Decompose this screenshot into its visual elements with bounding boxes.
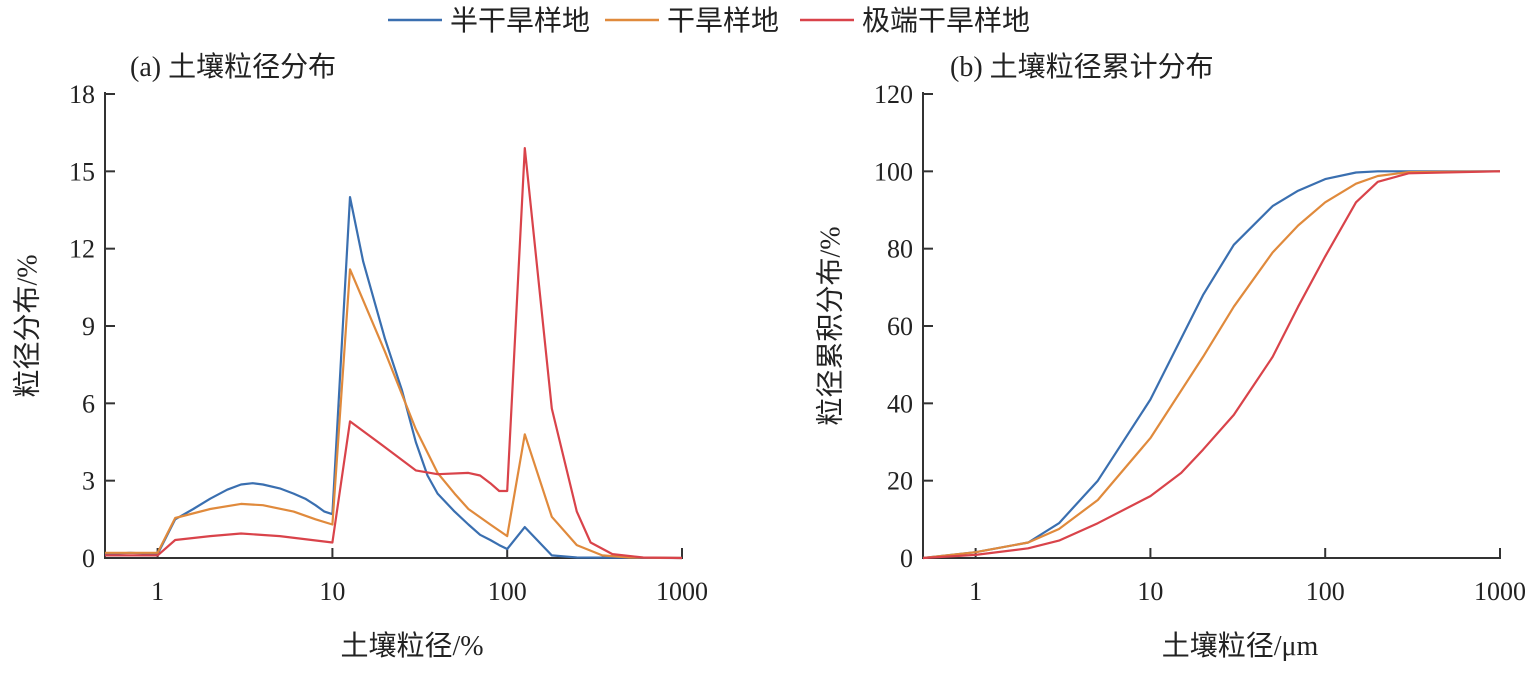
series-line-3 xyxy=(922,170,1501,560)
y-tick-label: 80 xyxy=(887,235,913,264)
series-line-1 xyxy=(104,196,683,560)
y-tick-label: 6 xyxy=(82,389,95,418)
y-tick-label: 0 xyxy=(82,544,95,573)
series-line-2 xyxy=(922,170,1501,560)
panel-title: (a) 土壤粒径分布 xyxy=(130,51,336,83)
y-tick-label: 60 xyxy=(887,312,913,341)
y-tick-label: 0 xyxy=(900,544,913,573)
y-axis-label: 粒径累积分布/% xyxy=(814,226,846,425)
y-tick-label: 15 xyxy=(69,157,95,186)
y-tick-label: 12 xyxy=(69,235,95,264)
legend-label: 极端干旱样地 xyxy=(862,5,1030,37)
legend: 半干旱样地 干旱样地 极端干旱样地 xyxy=(388,5,1030,37)
y-tick-label: 18 xyxy=(69,80,95,109)
x-tick-label: 1 xyxy=(151,577,164,606)
y-tick-label: 40 xyxy=(887,389,913,418)
y-tick-label: 3 xyxy=(82,467,95,496)
y-tick-label: 120 xyxy=(874,80,913,109)
x-tick-label: 10 xyxy=(319,577,345,606)
series-line-2 xyxy=(105,268,683,560)
x-axis-label: 土壤粒径/% xyxy=(340,630,483,662)
y-tick-label: 100 xyxy=(874,157,913,186)
panel-a-size-distribution: (a) 土壤粒径分布 0 3 6 9 12 15 18 1 10 100 1000 土壤粒径/% 粒径分布… xyxy=(11,51,708,662)
x-tick-label: 1 xyxy=(969,577,982,606)
x-tick-label: 10 xyxy=(1137,577,1163,606)
x-axis-label: 土壤粒径/μm xyxy=(1162,630,1319,662)
y-tick-label: 9 xyxy=(82,312,95,341)
legend-label: 干旱样地 xyxy=(667,5,779,37)
x-tick-label: 100 xyxy=(488,577,527,606)
y-axis-label: 粒径分布/% xyxy=(11,254,43,397)
series-line-3 xyxy=(105,147,683,560)
x-tick-label: 1000 xyxy=(656,577,708,606)
legend-label: 半干旱样地 xyxy=(450,5,590,37)
y-tick-label: 20 xyxy=(887,467,913,496)
x-tick-label: 100 xyxy=(1306,577,1345,606)
series-line-1 xyxy=(922,170,1500,560)
panel-title: (b) 土壤粒径累计分布 xyxy=(950,51,1214,83)
x-tick-label: 1000 xyxy=(1474,577,1526,606)
